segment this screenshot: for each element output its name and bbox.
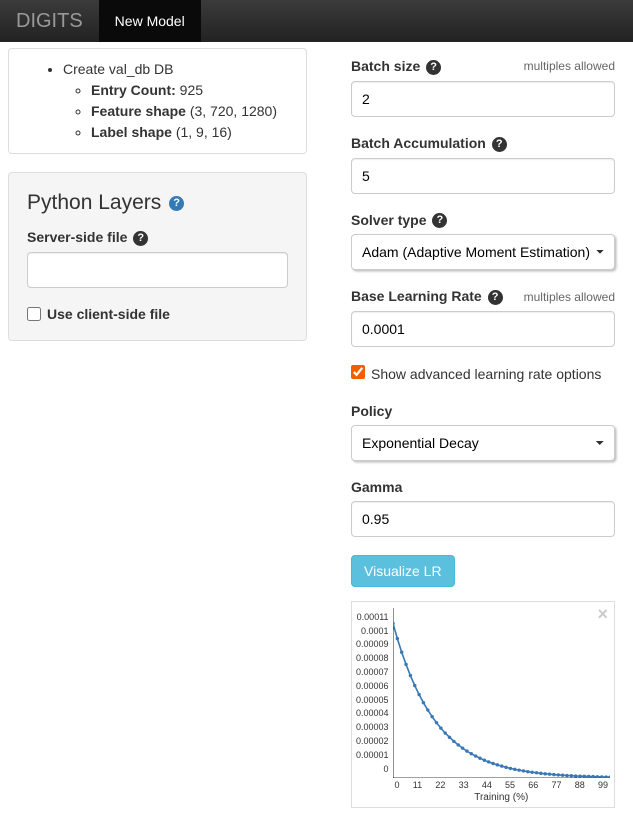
entry-count-label: Entry Count: [91, 82, 176, 98]
batch-size-group: Batch size ? multiples allowed [351, 58, 615, 117]
batch-size-label: Batch size [351, 58, 420, 74]
help-icon[interactable]: ? [133, 231, 148, 246]
solver-label: Solver type [351, 212, 426, 228]
client-file-checkbox[interactable] [27, 307, 41, 321]
batch-accum-label: Batch Accumulation [351, 135, 486, 151]
batch-size-hint: multiples allowed [524, 59, 615, 73]
base-lr-input[interactable] [351, 311, 615, 347]
solver-group: Solver type ? Adam (Adaptive Moment Esti… [351, 212, 615, 271]
chart-x-axis: 0112233445566778899 [393, 780, 610, 790]
advanced-lr-group: Show advanced learning rate options [351, 365, 615, 385]
base-lr-label: Base Learning Rate [351, 288, 482, 304]
gamma-label: Gamma [351, 479, 615, 495]
help-icon[interactable]: ? [492, 137, 507, 152]
chart-y-axis: 0.000110.00010.000090.000080.000070.0000… [356, 612, 393, 774]
help-icon[interactable]: ? [488, 290, 503, 305]
policy-group: Policy Exponential Decay [351, 403, 615, 461]
python-layers-panel: Python Layers ? Server-side file ? Use c… [8, 172, 307, 341]
base-lr-hint: multiples allowed [524, 290, 615, 304]
server-file-input[interactable] [27, 252, 288, 288]
gamma-input[interactable] [351, 501, 615, 537]
help-icon[interactable]: ? [432, 213, 447, 228]
lr-chart: × 0.000110.00010.000090.000080.000070.00… [351, 601, 615, 808]
help-icon[interactable]: ? [169, 196, 184, 211]
client-file-label: Use client-side file [47, 306, 170, 322]
batch-size-input[interactable] [351, 81, 615, 117]
navbar: DIGITS New Model [0, 0, 633, 42]
navbar-item-new-model[interactable]: New Model [99, 0, 201, 42]
navbar-brand[interactable]: DIGITS [0, 0, 99, 42]
advanced-lr-label: Show advanced learning rate options [371, 365, 601, 385]
db-title: Create val_db DB [63, 61, 174, 77]
solver-select[interactable]: Adam (Adaptive Moment Estimation) [351, 234, 615, 270]
visualize-lr-button[interactable]: Visualize LR [351, 555, 455, 587]
batch-accum-group: Batch Accumulation ? [351, 135, 615, 194]
chart-x-label: Training (%) [393, 792, 610, 803]
help-icon[interactable]: ? [426, 60, 441, 75]
chart-plot [393, 608, 610, 778]
batch-accum-input[interactable] [351, 158, 615, 194]
feature-shape-label: Feature shape [91, 103, 186, 119]
label-shape-value: (1, 9, 16) [176, 124, 232, 140]
policy-label: Policy [351, 403, 615, 419]
server-file-label: Server-side file [27, 229, 127, 245]
feature-shape-value: (3, 720, 1280) [190, 103, 277, 119]
entry-count-value: 925 [180, 82, 203, 98]
advanced-lr-checkbox[interactable] [351, 365, 365, 379]
policy-select[interactable]: Exponential Decay [351, 425, 615, 461]
base-lr-group: Base Learning Rate ? multiples allowed [351, 288, 615, 347]
close-icon[interactable]: × [597, 604, 608, 625]
label-shape-label: Label shape [91, 124, 172, 140]
db-info-box: Create val_db DB Entry Count: 925 Featur… [8, 48, 307, 154]
python-layers-title: Python Layers [27, 191, 161, 214]
gamma-group: Gamma [351, 479, 615, 537]
